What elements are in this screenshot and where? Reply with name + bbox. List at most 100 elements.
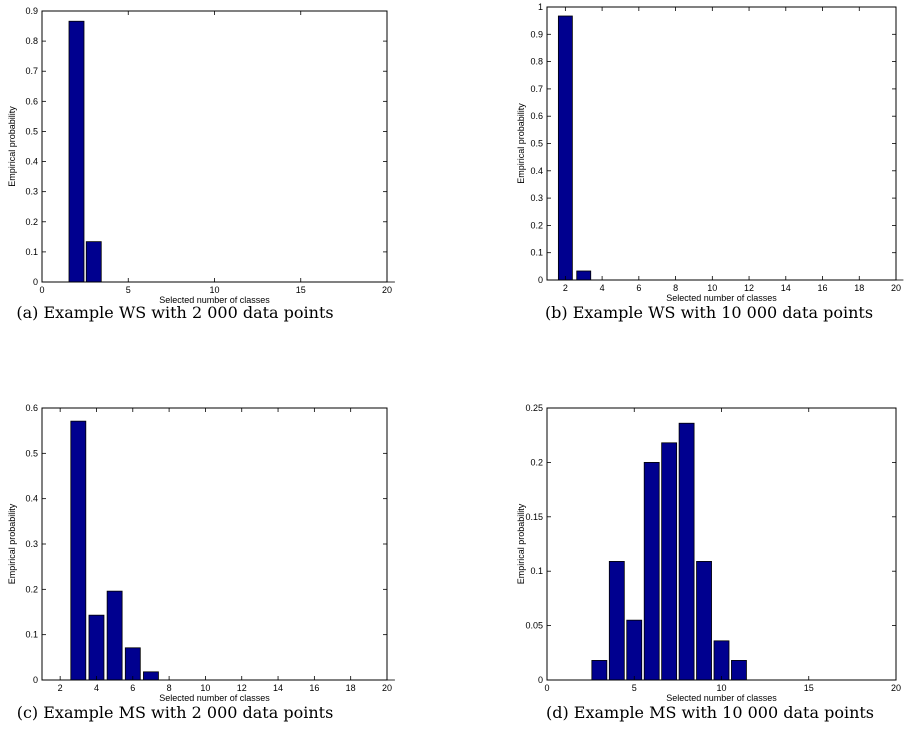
bar [661, 442, 678, 681]
y-tick-label: 0.6 [25, 403, 38, 413]
x-tick-label: 15 [296, 285, 306, 295]
bar [626, 619, 643, 681]
y-tick-label: 0.7 [25, 66, 38, 76]
y-tick-label: 0.25 [525, 403, 543, 413]
y-tick-label: 0.1 [530, 566, 543, 576]
bar [70, 420, 87, 681]
bar [68, 20, 85, 283]
y-axis-label: Empirical probability [7, 503, 17, 584]
x-tick-label: 16 [309, 683, 319, 693]
x-tick-label: 0 [39, 285, 44, 295]
y-tick-label: 0.6 [530, 111, 543, 121]
x-tick-label: 12 [237, 683, 247, 693]
x-tick-label: 8 [167, 683, 172, 693]
bar [591, 660, 608, 681]
y-tick-label: 0.6 [25, 96, 38, 106]
x-axis-label: Selected number of classes [159, 295, 270, 305]
y-tick-label: 1 [538, 2, 543, 12]
bar [124, 647, 141, 681]
y-axis-label: Empirical probability [7, 106, 17, 187]
y-tick-label: 0.5 [25, 448, 38, 458]
bar [678, 422, 695, 681]
y-tick-label: 0.4 [530, 166, 543, 176]
panel-caption: (d) Example MS with 10 000 data points [546, 703, 874, 722]
x-axis-label: Selected number of classes [159, 693, 270, 703]
y-tick-label: 0.3 [25, 539, 38, 549]
y-tick-label: 0.7 [530, 84, 543, 94]
x-tick-label: 4 [600, 283, 605, 293]
y-tick-label: 0 [538, 275, 543, 285]
y-tick-label: 0.15 [525, 512, 543, 522]
chart-panel-a: 0 5 10 15 20 0 0.1 0.2 0.3 0.4 0.5 0.6 0.7 0.8 0.9 Sele… [7, 6, 395, 322]
bar [731, 660, 747, 681]
y-tick-label: 0.2 [25, 217, 38, 227]
y-tick-label: 0.4 [25, 157, 38, 167]
y-tick-label: 0.2 [25, 584, 38, 594]
bar [557, 15, 573, 281]
x-axis-label: Selected number of classes [666, 693, 777, 703]
bar [713, 640, 730, 681]
y-tick-label: 0 [538, 675, 543, 685]
x-tick-label: 6 [130, 683, 135, 693]
chart-panel-b: 2 4 6 8 10 12 14 16 18 20 0 0.1 0.2 0.3 0.4 0.5 0.6 0.7 0.… [516, 2, 904, 322]
bar [696, 561, 712, 681]
plot-frame [546, 6, 897, 281]
x-tick-label: 20 [382, 285, 392, 295]
x-tick-label: 16 [818, 283, 828, 293]
y-tick-label: 0 [33, 277, 38, 287]
y-tick-label: 0.9 [25, 6, 38, 16]
y-tick-label: 0.5 [530, 139, 543, 149]
bar [85, 241, 102, 283]
bar [643, 461, 660, 681]
x-tick-label: 5 [126, 285, 131, 295]
y-tick-label: 0 [33, 675, 38, 685]
x-tick-label: 10 [716, 683, 726, 693]
panel-caption: (b) Example WS with 10 000 data points [545, 303, 873, 322]
y-tick-label: 0.8 [25, 36, 38, 46]
y-tick-label: 0.1 [25, 630, 38, 640]
x-tick-label: 14 [781, 283, 791, 293]
x-tick-label: 10 [707, 283, 717, 293]
x-tick-label: 6 [636, 283, 641, 293]
bar [106, 590, 123, 681]
plot-frame [546, 407, 897, 681]
x-tick-label: 10 [209, 285, 219, 295]
x-tick-label: 20 [891, 283, 901, 293]
chart-panel-c: 2 4 6 8 10 12 14 16 18 20 0 0.1 0.2 0.3 0.4 0.5 0.6 Selec… [7, 403, 395, 722]
chart-panel-d: 0 5 10 15 20 0 0.05 0.1 0.15 0.2 0.25 Selected numb… [516, 403, 901, 722]
bar [576, 270, 592, 281]
x-tick-label: 2 [563, 283, 568, 293]
bar [88, 614, 105, 681]
y-tick-label: 0.5 [25, 126, 38, 136]
x-tick-label: 18 [854, 283, 864, 293]
y-tick-label: 0.3 [530, 193, 543, 203]
x-tick-label: 2 [58, 683, 63, 693]
y-tick-label: 0.3 [25, 187, 38, 197]
y-tick-label: 0.2 [530, 220, 543, 230]
bar [608, 561, 625, 681]
x-tick-label: 14 [273, 683, 283, 693]
y-tick-label: 0.9 [530, 29, 543, 39]
x-tick-label: 12 [744, 283, 754, 293]
y-tick-label: 0.05 [525, 621, 543, 631]
x-tick-label: 20 [382, 683, 392, 693]
x-tick-label: 15 [804, 683, 814, 693]
y-tick-label: 0.2 [530, 457, 543, 467]
y-tick-label: 0.1 [25, 247, 38, 257]
y-axis-label: Empirical probability [516, 503, 526, 584]
x-tick-label: 4 [94, 683, 99, 693]
y-tick-label: 0.4 [25, 494, 38, 504]
panel-caption: (a) Example WS with 2 000 data points [16, 303, 333, 322]
y-tick-label: 0.8 [530, 57, 543, 67]
panel-caption: (c) Example MS with 2 000 data points [17, 703, 334, 722]
x-axis-label: Selected number of classes [666, 293, 777, 303]
y-tick-label: 0.1 [530, 248, 543, 258]
y-axis-label: Empirical probability [516, 103, 526, 184]
x-tick-label: 0 [544, 683, 549, 693]
x-tick-label: 5 [632, 683, 637, 693]
x-tick-label: 18 [346, 683, 356, 693]
x-tick-label: 8 [673, 283, 678, 293]
bar [143, 671, 159, 681]
x-tick-label: 20 [891, 683, 901, 693]
